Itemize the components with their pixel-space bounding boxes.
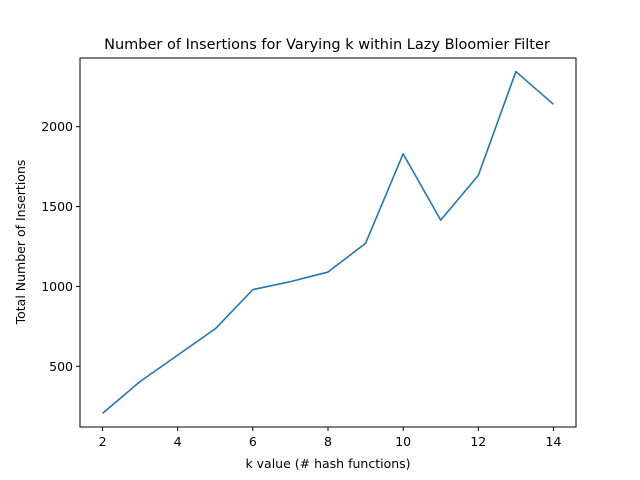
x-tick-label: 6 [249, 434, 257, 449]
x-axis-ticks: 2 4 6 8 10 12 14 [99, 427, 562, 449]
x-tick-label: 12 [470, 434, 486, 449]
series-line [102, 70, 554, 415]
x-tick-label: 4 [174, 434, 182, 449]
x-tick-label: 14 [546, 434, 562, 449]
x-tick-label: 10 [395, 434, 411, 449]
y-axis-ticks: 500 1000 1500 2000 [41, 119, 80, 374]
chart-title: Number of Insertions for Varying k withi… [104, 37, 550, 53]
x-tick-label: 8 [324, 434, 332, 449]
y-tick-label: 500 [49, 359, 73, 374]
y-tick-label: 1000 [41, 279, 73, 294]
x-axis-label: k value (# hash functions) [245, 456, 410, 471]
y-axis-label: Total Number of Insertions [13, 160, 28, 326]
x-tick-label: 2 [99, 434, 107, 449]
y-tick-label: 1500 [41, 199, 73, 214]
series-layer [102, 70, 554, 415]
y-tick-label: 2000 [41, 119, 73, 134]
